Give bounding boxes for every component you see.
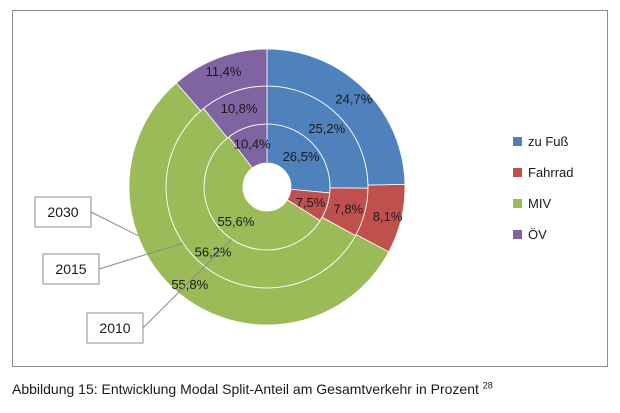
data-label-2015-miv: 56,2% (195, 244, 232, 259)
callout-label-2015: 2015 (55, 261, 86, 277)
data-label-2010-fahrrad: 7,5% (296, 195, 326, 210)
legend-label-oev: ÖV (528, 227, 547, 242)
figure-caption: Abbildung 15: Entwicklung Modal Split-An… (12, 381, 608, 397)
chart-frame: 26,5% 7,5% 55,6% 10,4% 25,2% 7,8% 56,2% 10,8% 24… (12, 10, 608, 367)
legend-label-miv: MIV (528, 196, 551, 211)
callout-line-2015 (98, 242, 184, 270)
doughnut-chart: 26,5% 7,5% 55,6% 10,4% 25,2% 7,8% 56,2% 10,8% 24… (34, 48, 574, 344)
data-label-2010-miv: 55,6% (217, 214, 254, 229)
legend-label-fahrrad: Fahrrad (528, 165, 574, 180)
data-label-2015-fahrrad: 7,8% (333, 201, 363, 216)
data-label-2030-miv: 55,8% (171, 277, 208, 292)
callout-line-2010 (142, 238, 233, 329)
data-label-2010-oev: 10,4% (234, 136, 271, 151)
callout-label-2010: 2010 (99, 320, 130, 336)
callout-label-2030: 2030 (47, 204, 78, 220)
data-label-2010-zu-fuss: 26,5% (283, 149, 320, 164)
data-label-2030-fahrrad: 8,1% (373, 209, 403, 224)
legend-swatch-oev (513, 230, 522, 239)
legend-swatch-miv (513, 199, 522, 208)
data-label-2030-oev: 11,4% (206, 64, 242, 79)
callout-box-2030 (34, 196, 92, 228)
callout-box-2010 (86, 312, 144, 344)
caption-text: Abbildung 15: Entwicklung Modal Split-An… (12, 381, 483, 397)
callout-line-2030 (90, 211, 139, 236)
data-label-2015-zu-fuss: 25,2% (308, 121, 345, 136)
legend-swatch-zu-fuss (513, 137, 522, 146)
ring-border-1 (203, 123, 331, 251)
data-label-2015-oev: 10,8% (221, 101, 258, 116)
ring-border-2 (165, 85, 369, 289)
legend-label-zu-fuss: zu Fuß (528, 134, 569, 149)
caption-footnote: 28 (482, 380, 493, 391)
callout-box-2015 (42, 253, 100, 285)
legend-swatch-fahrrad (513, 168, 522, 177)
data-label-2030-zu-fuss: 24,7% (335, 91, 372, 106)
